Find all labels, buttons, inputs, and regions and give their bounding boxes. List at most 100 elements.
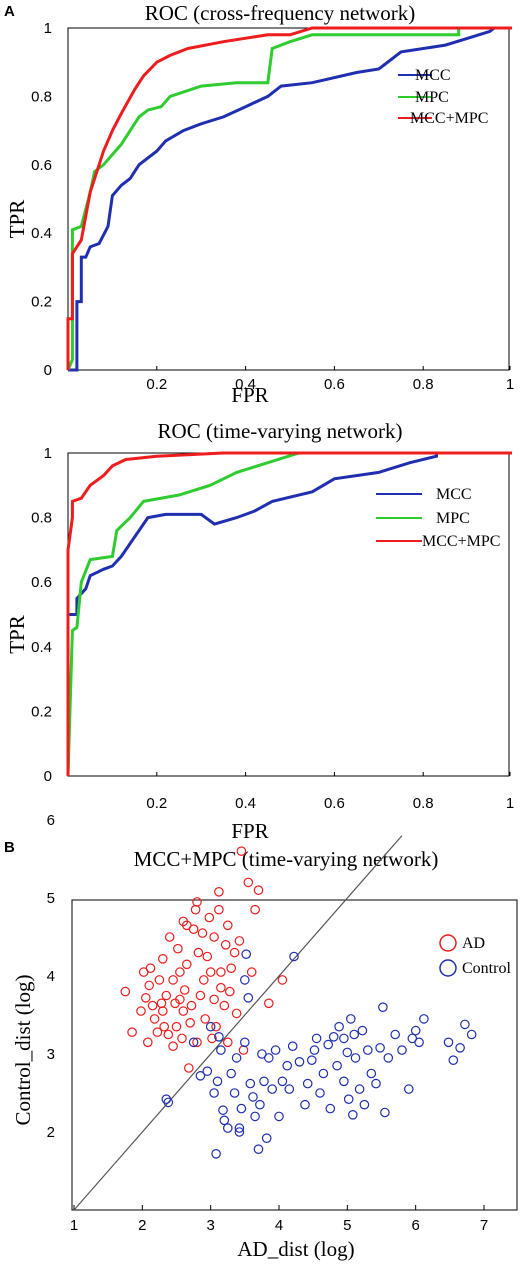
legend-marker: [439, 959, 457, 977]
scatter-point-ad: [171, 1021, 182, 1032]
y-tick-label: 0.6: [31, 574, 52, 591]
scatter-point-control: [241, 949, 251, 959]
scatter-point-control: [343, 1094, 354, 1104]
scatter-point-ad: [192, 897, 202, 907]
scatter-point-ad: [226, 963, 236, 973]
scatter-point-control: [216, 1045, 226, 1055]
series-line-mcc-mpc: [66, 451, 512, 776]
scatter-point-control: [466, 1029, 477, 1040]
scatter-point-control: [284, 1084, 295, 1094]
y-tick-label: 6: [47, 812, 55, 829]
scatter-point-control: [248, 1092, 258, 1102]
scatter-point-control: [366, 1068, 377, 1079]
scatter-point-control: [240, 975, 250, 985]
scatter-point-control: [354, 1084, 365, 1094]
scatter-point-ad: [145, 963, 156, 973]
legend-label: AD: [462, 935, 485, 952]
scatter-point-ad: [185, 1017, 195, 1028]
scatter-point-ad: [177, 1033, 187, 1044]
y-tick-label: 5: [47, 890, 55, 907]
scatter-point-ad: [184, 1063, 194, 1073]
legend-label: MPC: [436, 510, 470, 527]
panel-letter: A: [4, 3, 15, 20]
y-axis-label: TPR: [5, 615, 29, 654]
scatter-point-ad: [214, 886, 224, 897]
scatter-point-control: [211, 1149, 221, 1159]
x-tick-label: 1: [506, 795, 514, 812]
scatter-point-ad: [211, 1021, 221, 1032]
chart-title: ROC (time-varying network): [158, 419, 403, 443]
scatter-point-ad: [175, 994, 185, 1005]
scatter-point-control: [443, 1037, 454, 1048]
x-tick-label: 1: [506, 376, 514, 393]
scatter-point-control: [419, 1014, 429, 1024]
scatter-point-ad: [205, 967, 216, 977]
scatter-point-ad: [220, 939, 231, 950]
scatter-point-control: [339, 1076, 349, 1087]
y-tick-label: 1: [44, 20, 52, 37]
scatter-point-control: [226, 1068, 236, 1079]
plot-frame: [67, 27, 510, 371]
scatter-point-control: [274, 1111, 284, 1122]
scatter-point-control: [414, 1037, 424, 1048]
scatter-point-ad: [195, 990, 206, 1001]
chart-3: B MCC+MPC (time-varying network) 1 2 3 4 5 6 7 2 3…: [4, 812, 518, 1261]
scatter-point-control: [223, 1123, 233, 1133]
scatter-point-control: [202, 1066, 213, 1076]
scatter-point-control: [334, 1021, 344, 1032]
x-tick-label: 6: [411, 1217, 419, 1234]
y-tick-label: 0.8: [31, 510, 52, 527]
scatter-point-control: [347, 1110, 358, 1120]
scatter-point-ad: [186, 1000, 197, 1011]
x-tick-label: 0.4: [235, 795, 256, 812]
scatter-point-control: [311, 1033, 322, 1044]
scatter-point-control: [357, 1025, 368, 1036]
scatter-point-control: [229, 1088, 240, 1098]
scatter-point-ad: [147, 1000, 158, 1011]
legend-label: MPC: [415, 89, 449, 106]
x-tick-label: 0.8: [413, 376, 434, 393]
scatter-point-control: [294, 1057, 305, 1067]
scatter-point-control: [362, 1045, 373, 1055]
scatter-point-control: [315, 1088, 325, 1098]
scatter-point-control: [349, 1029, 359, 1040]
x-tick-label: 0.4: [235, 376, 256, 393]
scatter-point-control: [448, 1055, 459, 1065]
scatter-point-control: [188, 1037, 199, 1048]
scatter-point-ad: [223, 1037, 233, 1048]
scatter-point-ad: [154, 975, 165, 985]
scatter-point-ad: [136, 1006, 146, 1016]
scatter-point-control: [309, 1045, 320, 1055]
scatter-point-ad: [243, 877, 254, 888]
scatter-point-control: [214, 1032, 224, 1042]
x-tick-label: 1: [70, 1217, 78, 1234]
scatter-point-ad: [156, 998, 167, 1009]
y-tick-label: 1: [44, 445, 52, 462]
scatter-point-control: [212, 1076, 223, 1087]
scatter-point-ad: [246, 967, 257, 977]
scatter-point-ad: [263, 998, 274, 1009]
y-tick-label: 3: [47, 1046, 55, 1063]
scatter-point-ad: [200, 1014, 210, 1024]
y-tick-label: 4: [47, 968, 55, 985]
scatter-point-ad: [152, 1027, 163, 1037]
scatter-point-ad: [161, 990, 172, 1001]
scatter-point-control: [163, 1097, 174, 1108]
scatter-point-control: [380, 1107, 390, 1118]
scatter-point-ad: [223, 920, 233, 931]
scatter-point-ad: [234, 936, 245, 946]
scatter-point-control: [245, 1078, 256, 1089]
scatter-point-control: [339, 1033, 349, 1044]
scatter-point-control: [282, 1060, 292, 1071]
scatter-point-ad: [238, 1045, 249, 1055]
scatter-point-control: [250, 1111, 260, 1122]
scatter-point-ad: [144, 980, 154, 991]
scatter-point-control: [255, 1099, 265, 1110]
legend-label: Control: [462, 960, 511, 977]
y-tick-label: 0.8: [31, 88, 52, 105]
legend-label: MCC: [415, 67, 451, 84]
scatter-point-ad: [250, 904, 260, 915]
scatter-point-ad: [188, 924, 199, 934]
scatter-point-control: [455, 1043, 465, 1053]
